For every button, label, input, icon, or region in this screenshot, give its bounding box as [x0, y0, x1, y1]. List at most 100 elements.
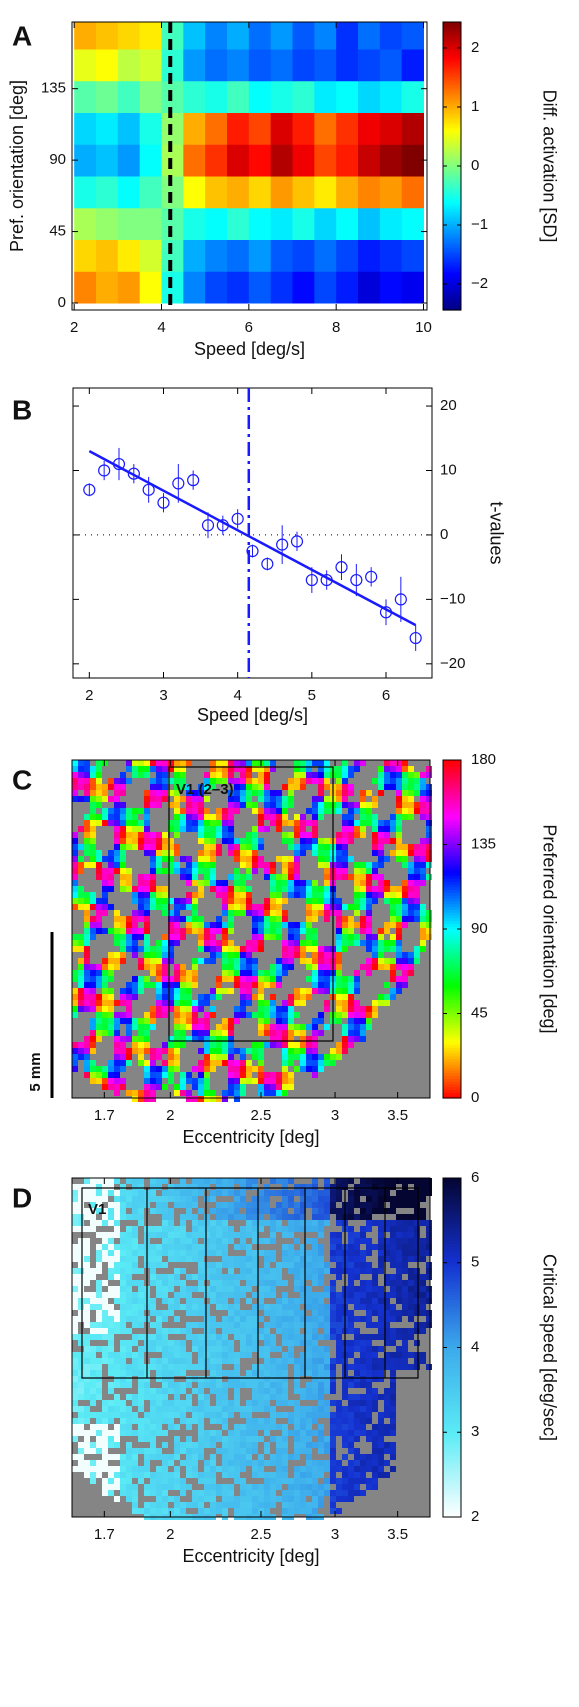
map-pixel: [300, 1066, 306, 1072]
map-pixel: [330, 1490, 336, 1496]
map-pixel: [258, 1048, 264, 1054]
map-pixel: [378, 1208, 384, 1214]
map-pixel: [78, 1448, 84, 1454]
map-pixel: [120, 1316, 126, 1322]
map-pixel: [162, 1346, 168, 1352]
map-pixel: [354, 1012, 360, 1018]
map-pixel: [96, 1256, 102, 1262]
map-pixel: [156, 796, 162, 802]
heatmap-cell: [205, 81, 227, 113]
map-pixel: [198, 808, 204, 814]
map-pixel: [198, 1262, 204, 1268]
map-pixel: [90, 1006, 96, 1012]
map-pixel: [168, 1054, 174, 1060]
map-pixel: [78, 760, 84, 766]
map-pixel: [426, 1268, 432, 1274]
map-pixel: [120, 1048, 126, 1054]
map-pixel: [90, 1304, 96, 1310]
map-pixel: [312, 850, 318, 856]
map-pixel: [372, 1184, 378, 1190]
map-pixel: [96, 1310, 102, 1316]
map-pixel: [354, 1196, 360, 1202]
map-pixel: [84, 1442, 90, 1448]
map-pixel: [90, 862, 96, 868]
map-pixel: [204, 1030, 210, 1036]
map-pixel: [294, 1226, 300, 1232]
map-pixel: [390, 1256, 396, 1262]
map-pixel: [186, 1184, 192, 1190]
map-pixel: [282, 916, 288, 922]
panel-letter: D: [12, 1182, 32, 1213]
map-pixel: [72, 970, 78, 976]
map-pixel: [282, 1442, 288, 1448]
map-pixel: [90, 850, 96, 856]
map-pixel: [222, 1178, 228, 1184]
map-pixel: [366, 1244, 372, 1250]
map-pixel: [246, 1484, 252, 1490]
map-pixel: [132, 982, 138, 988]
map-pixel: [108, 1346, 114, 1352]
map-pixel: [396, 1298, 402, 1304]
map-pixel: [390, 994, 396, 1000]
map-pixel: [84, 904, 90, 910]
map-pixel: [324, 1490, 330, 1496]
map-pixel: [126, 1000, 132, 1006]
map-pixel: [102, 1244, 108, 1250]
map-pixel: [306, 1184, 312, 1190]
map-pixel: [348, 766, 354, 772]
map-pixel: [210, 1262, 216, 1268]
map-pixel: [156, 1376, 162, 1382]
map-pixel: [126, 1304, 132, 1310]
map-pixel: [252, 1460, 258, 1466]
map-pixel: [162, 904, 168, 910]
map-pixel: [360, 790, 366, 796]
map-pixel: [72, 1376, 78, 1382]
map-pixel: [300, 994, 306, 1000]
map-pixel: [342, 1048, 348, 1054]
map-pixel: [210, 1274, 216, 1280]
map-pixel: [228, 1256, 234, 1262]
map-pixel: [78, 1442, 84, 1448]
map-pixel: [192, 1406, 198, 1412]
map-pixel: [348, 790, 354, 796]
map-pixel: [78, 778, 84, 784]
map-pixel: [150, 1232, 156, 1238]
y2-tick-label: −10: [440, 590, 465, 607]
map-pixel: [108, 1250, 114, 1256]
map-pixel: [264, 1250, 270, 1256]
map-pixel: [120, 1322, 126, 1328]
map-pixel: [78, 1460, 84, 1466]
map-pixel: [342, 1436, 348, 1442]
map-pixel: [270, 1364, 276, 1370]
map-pixel: [354, 1412, 360, 1418]
map-pixel: [210, 1442, 216, 1448]
map-pixel: [204, 1292, 210, 1298]
map-pixel: [114, 1250, 120, 1256]
map-pixel: [114, 832, 120, 838]
map-pixel: [366, 1412, 372, 1418]
map-pixel: [414, 1178, 420, 1184]
map-pixel: [186, 1196, 192, 1202]
map-pixel: [402, 1310, 408, 1316]
map-pixel: [186, 1364, 192, 1370]
map-pixel: [234, 1388, 240, 1394]
map-pixel: [402, 1292, 408, 1298]
map-pixel: [276, 1472, 282, 1478]
map-pixel: [240, 1334, 246, 1340]
map-pixel: [96, 982, 102, 988]
map-pixel: [366, 1394, 372, 1400]
map-pixel: [90, 856, 96, 862]
map-pixel: [222, 1394, 228, 1400]
map-pixel: [342, 940, 348, 946]
map-pixel: [372, 1484, 378, 1490]
map-pixel: [288, 1024, 294, 1030]
map-pixel: [246, 1322, 252, 1328]
map-pixel: [390, 1370, 396, 1376]
map-pixel: [114, 1196, 120, 1202]
map-pixel: [402, 1256, 408, 1262]
map-pixel: [150, 1250, 156, 1256]
map-pixel: [312, 982, 318, 988]
map-pixel: [132, 976, 138, 982]
map-pixel: [228, 1060, 234, 1066]
heatmap-cell: [140, 208, 162, 240]
